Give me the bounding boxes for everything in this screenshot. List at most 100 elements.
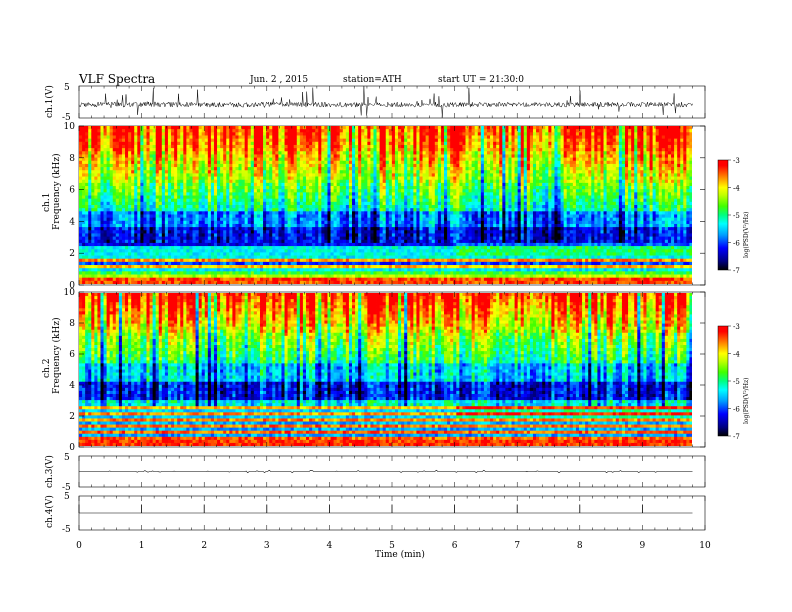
spectrogram-cell	[640, 201, 644, 206]
spectrogram-cell	[266, 182, 270, 187]
spectrogram-cell	[235, 148, 239, 152]
spectrogram-cell	[324, 126, 328, 130]
spectrogram-cell	[272, 157, 276, 162]
spectrogram-cell	[499, 192, 503, 196]
spectrogram-cell	[413, 182, 417, 187]
spectrogram-cell	[425, 189, 430, 193]
spectrogram-cell	[241, 189, 246, 193]
spectrogram-cell	[290, 144, 295, 149]
spectrogram-cell	[229, 157, 233, 162]
spectrogram-cell	[177, 157, 181, 162]
spectrogram-cell	[266, 176, 270, 181]
spectrogram-cell	[134, 167, 138, 171]
spectrogram-cell	[410, 148, 414, 152]
spectrogram-cell	[459, 182, 463, 187]
spectrogram-cell	[413, 176, 417, 181]
spectrogram-cell	[548, 157, 552, 162]
spectrogram-cell	[134, 173, 138, 177]
spectrogram-cell	[232, 167, 236, 171]
spectrogram-cell	[683, 160, 687, 165]
spectrogram-cell	[109, 182, 114, 187]
spectrogram-cell	[557, 173, 561, 177]
spectrogram-cell	[180, 157, 184, 162]
spectrogram-cell	[658, 195, 663, 200]
spectrogram-cell	[382, 179, 387, 184]
spectrogram-cell	[361, 157, 365, 162]
spectrogram-cell	[367, 182, 371, 187]
spectrogram-cell	[330, 141, 334, 146]
spectrogram-cell	[229, 170, 233, 174]
spectrogram-cell	[594, 192, 598, 196]
spectrogram-cell	[416, 160, 420, 165]
spectrogram-cell	[149, 151, 154, 155]
spectrogram-cell	[674, 195, 678, 200]
spectrogram-cell	[493, 157, 497, 162]
spectrogram-cell	[419, 129, 423, 133]
spectrogram-cell	[545, 176, 549, 181]
spectrogram-cell	[256, 179, 261, 184]
spectrogram-cell	[290, 163, 295, 168]
spectrogram-cell	[293, 176, 298, 181]
spectrogram-cell	[128, 198, 132, 203]
spectrogram-cell	[551, 170, 555, 174]
spectrogram-cell	[459, 160, 463, 165]
spectrogram-cell	[82, 170, 86, 174]
spectrogram-cell	[348, 198, 353, 203]
spectrogram-cell	[253, 154, 258, 158]
spectrogram-cell	[275, 173, 279, 177]
spectrogram-cell	[496, 148, 500, 152]
spectrogram-cell	[278, 160, 282, 165]
spectrogram-cell	[456, 173, 460, 177]
spectrogram-cell	[499, 179, 503, 184]
spectrogram-cell	[186, 201, 190, 206]
spectrogram-cell	[352, 167, 356, 171]
spectrogram-cell	[137, 154, 141, 158]
spectrogram-cell	[520, 186, 525, 190]
spectrogram-cell	[281, 182, 285, 187]
spectrogram-cell	[177, 179, 181, 184]
spectrogram-cell	[545, 163, 549, 168]
spectrogram-cell	[652, 198, 657, 203]
spectrogram-cell	[361, 198, 365, 203]
spectrogram-cell	[330, 186, 334, 190]
spectrogram-cell	[315, 154, 319, 158]
spectrogram-cell	[597, 132, 601, 136]
spectrogram-cell	[161, 182, 166, 187]
spectrogram-cell	[312, 132, 316, 136]
spectrogram-cell	[625, 144, 629, 149]
spectrogram-cell	[664, 151, 669, 155]
spectrogram-cell	[204, 195, 209, 200]
spectrogram-cell	[603, 201, 607, 206]
spectrogram-cell	[266, 201, 270, 206]
spectrogram-cell	[566, 126, 571, 130]
spectrogram-cell	[158, 148, 163, 152]
spectrogram-cell	[603, 154, 607, 158]
spectrogram-cell	[143, 148, 147, 152]
spectrogram-cell	[493, 135, 497, 140]
spectrogram-cell	[453, 195, 457, 200]
spectrogram-cell	[545, 201, 549, 206]
spectrogram-cell	[296, 173, 301, 177]
spectrogram-cell	[578, 179, 583, 184]
spectrogram-cell	[204, 170, 209, 174]
spectrogram-cell	[143, 192, 147, 196]
spectrogram-cell	[290, 129, 295, 133]
spectrogram-cell	[612, 189, 617, 193]
spectrogram-cell	[563, 192, 568, 196]
spectrogram-cell	[545, 167, 549, 171]
spectrogram-cell	[376, 179, 381, 184]
spectrogram-cell	[621, 141, 626, 146]
spectrogram-cell	[529, 186, 534, 190]
spectrogram-cell	[272, 195, 276, 200]
spectrogram-cell	[508, 135, 512, 140]
spectrogram-cell	[106, 189, 111, 193]
spectrogram-cell	[440, 198, 445, 203]
spectrogram-cell	[134, 154, 138, 158]
spectrogram-cell	[391, 170, 396, 174]
spectrogram-cell	[667, 186, 672, 190]
spectrogram-cell	[539, 126, 543, 130]
spectrogram-cell	[217, 141, 221, 146]
spectrogram-cell	[674, 132, 678, 136]
spectrogram-cell	[259, 176, 264, 181]
spectrogram-cell	[195, 186, 200, 190]
